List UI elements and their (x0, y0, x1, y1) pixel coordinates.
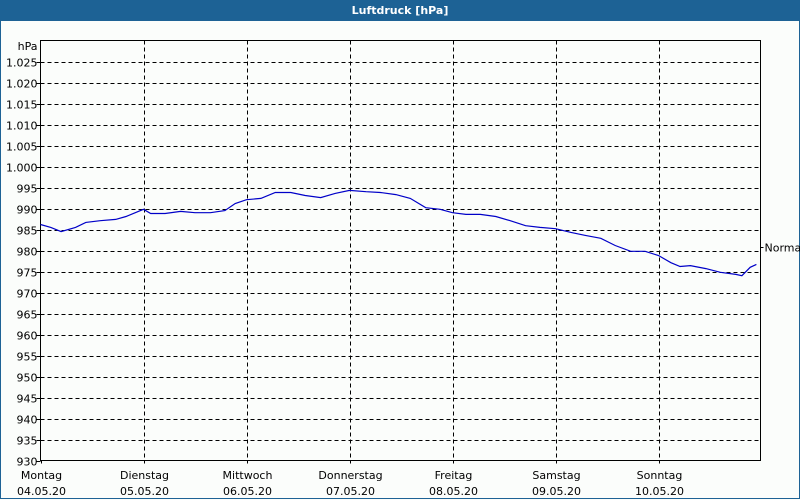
y-tick-label: 965 (17, 309, 38, 322)
y-tick-label: 960 (17, 330, 38, 343)
y-tick-label: 1.020 (6, 78, 38, 91)
y-tick-label: 980 (17, 246, 38, 259)
normal-label: Normal (765, 242, 800, 255)
y-tick-label: 970 (17, 288, 38, 301)
x-day-label: Mittwoch (223, 469, 273, 482)
pressure-line (40, 189, 757, 277)
x-day-label: Samstag (532, 469, 580, 482)
y-tick-label: 950 (17, 372, 38, 385)
chart-title: Luftdruck [hPa] (0, 0, 800, 21)
y-tick-label: 1.025 (6, 57, 38, 70)
y-tick-label: 1.015 (6, 99, 38, 112)
x-day-label: Donnerstag (318, 469, 382, 482)
y-tick-label: 990 (17, 204, 38, 217)
grid-lines (40, 40, 761, 461)
y-tick-label: 1.010 (6, 120, 38, 133)
y-tick-label: 1.005 (6, 141, 38, 154)
x-axis: Montag 04.05.20 Dienstag 05.05.20 Mittwoch 06… (17, 460, 684, 498)
x-date-label: 06.05.20 (223, 485, 272, 498)
x-date-label: 07.05.20 (326, 485, 375, 498)
y-tick-label: 985 (17, 225, 38, 238)
y-tick-label: 935 (17, 435, 38, 448)
x-date-label: 04.05.20 (17, 485, 66, 498)
y-tick-label: 955 (17, 351, 38, 364)
y-axis: 930 935 940 945 950 955 960 965 970 975 980 985 990 9… (6, 40, 41, 469)
y-axis-unit: hPa (18, 40, 38, 53)
normal-marker: Normal (760, 242, 800, 255)
y-tick-label: 995 (17, 183, 38, 196)
x-day-label: Freitag (435, 469, 473, 482)
plot-area-border (40, 40, 761, 461)
y-tick-label: 975 (17, 267, 38, 280)
x-date-label: 05.05.20 (120, 485, 169, 498)
x-date-label: 08.05.20 (429, 485, 478, 498)
x-day-label: Dienstag (120, 469, 169, 482)
y-tick-label: 930 (17, 456, 38, 469)
x-date-label: 10.05.20 (635, 485, 684, 498)
y-tick-label: 1.000 (6, 162, 38, 175)
y-tick-label: 940 (17, 414, 38, 427)
x-day-label: Sonntag (637, 469, 683, 482)
x-date-label: 09.05.20 (532, 485, 581, 498)
y-tick-label: 945 (17, 393, 38, 406)
x-day-label: Montag (21, 469, 62, 482)
